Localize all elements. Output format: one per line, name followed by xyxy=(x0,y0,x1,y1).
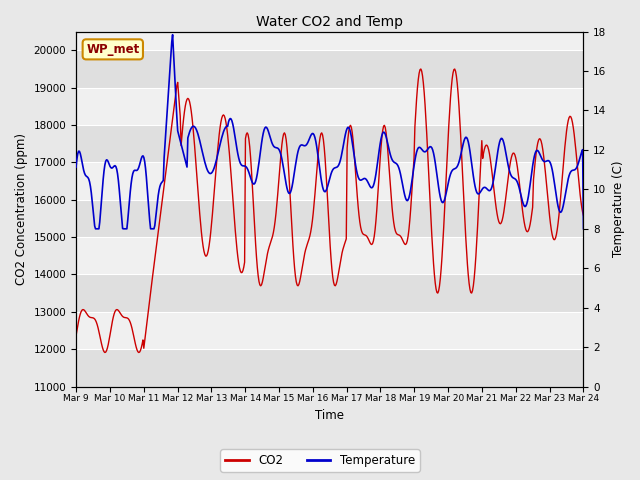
Bar xyxy=(76,349,584,386)
Bar xyxy=(76,125,584,162)
Y-axis label: Temperature (C): Temperature (C) xyxy=(612,161,625,257)
X-axis label: Time: Time xyxy=(316,409,344,422)
Text: WP_met: WP_met xyxy=(86,43,140,56)
Y-axis label: CO2 Concentration (ppm): CO2 Concentration (ppm) xyxy=(15,133,28,285)
Bar xyxy=(76,50,584,88)
Bar xyxy=(76,275,584,312)
Bar xyxy=(76,200,584,237)
Legend: CO2, Temperature: CO2, Temperature xyxy=(220,449,420,472)
Title: Water CO2 and Temp: Water CO2 and Temp xyxy=(256,15,403,29)
